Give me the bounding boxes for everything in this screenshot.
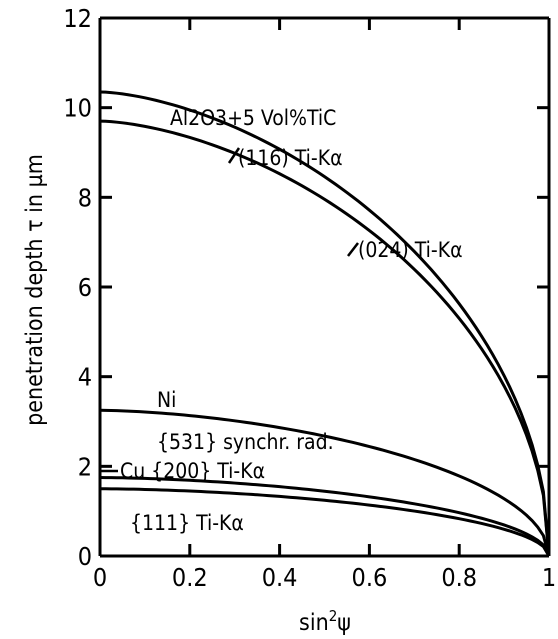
y-tick-label: 2: [78, 452, 92, 481]
y-tick-label: 12: [63, 4, 92, 33]
x-tick-label: 0: [93, 563, 107, 592]
annotation-ni: Ni: [157, 388, 176, 412]
x-tick-label: 0.2: [172, 563, 208, 592]
x-tick-label: 0.4: [262, 563, 298, 592]
x-tick-labels: 0 0.2 0.4 0.6 0.8 1: [93, 563, 556, 592]
series-line: [99, 476, 551, 557]
x-tick-label: 0.8: [441, 563, 477, 592]
y-tick-label: 4: [78, 363, 92, 392]
x-tick-label: 1: [542, 563, 556, 592]
series-curves: [99, 90, 551, 557]
annotation-531: {531} synchr. rad.: [157, 430, 334, 454]
annotation-al2o3: Al2O3+5 Vol%TiC: [170, 106, 336, 130]
series-line: [99, 487, 551, 557]
y-tick-label: 10: [63, 94, 92, 123]
series-line: [99, 90, 551, 557]
leader-116: [227, 147, 241, 164]
y-tick-label: 6: [78, 273, 92, 302]
annotation-111: {111} Ti-Kα: [130, 511, 244, 535]
x-tick-label: 0.6: [352, 563, 388, 592]
leader-024: [347, 242, 359, 257]
y-axis-title: penetration depth τ in µm: [22, 154, 48, 426]
y-tick-label: 8: [78, 183, 92, 212]
y-tick-label: 0: [78, 542, 92, 571]
series-line: [99, 119, 551, 557]
y-tick-labels: 0 2 4 6 8 10 12: [63, 4, 92, 571]
series-line: [99, 408, 551, 557]
annotation-024: (024) Ti-Kα: [358, 238, 463, 262]
annotations: Al2O3+5 Vol%TiC (116) Ti-Kα (024) Ti-Kα …: [100, 106, 463, 535]
annotation-116: (116) Ti-Kα: [238, 146, 343, 170]
x-axis-title: sin2ψ: [299, 607, 351, 636]
annotation-200: Cu {200} Ti-Kα: [120, 459, 265, 483]
